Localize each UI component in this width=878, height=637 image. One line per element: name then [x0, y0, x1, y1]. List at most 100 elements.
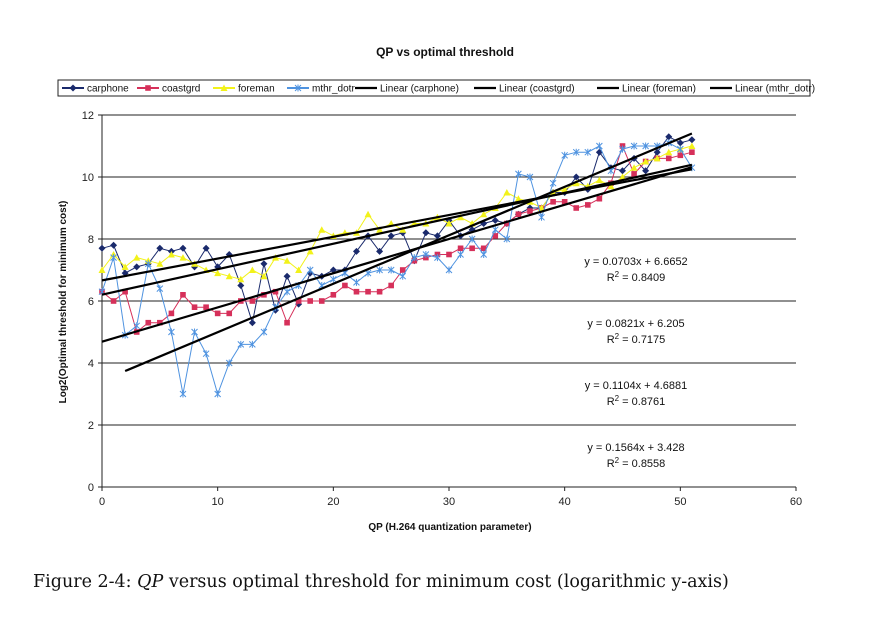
data-point-mthr_dotr-38	[538, 213, 545, 221]
series-line-mthr_dotr	[101, 142, 693, 396]
data-point-coastgrd-46	[631, 171, 637, 177]
equation-carphone: y = 0.0703x + 6.6652	[584, 256, 687, 268]
data-point-coastgrd-18	[307, 298, 313, 304]
data-point-coastgrd-39	[550, 199, 556, 205]
data-point-mthr_dotr-32	[468, 235, 476, 243]
data-point-mthr_dotr-30	[445, 266, 453, 274]
data-point-carphone-45	[619, 167, 626, 175]
caption-qp: QP	[137, 572, 164, 592]
data-point-coastgrd-10	[214, 310, 221, 317]
data-point-mthr_dotr-8	[191, 328, 198, 336]
x-tick-label-40: 40	[559, 496, 571, 508]
data-point-carphone-47	[642, 167, 650, 175]
data-point-mthr_dotr-1	[110, 254, 117, 262]
data-point-coastgrd-17	[295, 298, 302, 304]
legend-label: coastgrd	[162, 84, 200, 95]
data-point-coastgrd-23	[365, 288, 371, 295]
y-tick-label-12: 12	[82, 110, 94, 122]
equation-coastgrd: y = 0.0821x + 6.205	[587, 318, 684, 330]
data-point-mthr_dotr-40	[561, 151, 569, 159]
data-point-carphone-0	[98, 244, 106, 252]
x-tick-label-10: 10	[212, 496, 224, 508]
data-point-coastgrd-13	[249, 298, 256, 304]
data-point-mthr_dotr-9	[202, 350, 210, 358]
data-point-foreman-31	[457, 213, 465, 221]
data-point-coastgrd-37	[527, 208, 533, 214]
data-point-foreman-6	[167, 251, 175, 258]
data-point-coastgrd-36	[515, 211, 522, 217]
data-point-coastgrd-7	[180, 292, 186, 298]
data-point-carphone-50	[676, 139, 684, 147]
legend-box	[57, 79, 811, 97]
chart-figure: QP vs optimal threshold carphone coastgrd…	[57, 45, 815, 533]
data-point-mthr_dotr-25	[387, 266, 395, 274]
data-point-mthr_dotr-4	[144, 260, 152, 268]
x-tick-label-60: 60	[790, 496, 802, 508]
y-tick-label-10: 10	[82, 172, 94, 184]
data-point-coastgrd-20	[330, 292, 337, 298]
data-point-mthr_dotr-24	[376, 266, 383, 274]
trendline-carphone	[101, 168, 693, 282]
data-point-mthr_dotr-27	[410, 254, 418, 262]
data-point-mthr_dotr-39	[549, 179, 557, 187]
series-mthr_dotr	[98, 139, 696, 398]
data-point-mthr_dotr-26	[399, 272, 407, 280]
legend-label: Linear (mthr_dotr)	[735, 84, 815, 95]
data-point-mthr_dotr-41	[572, 148, 580, 156]
chart-title: QP vs optimal threshold	[376, 45, 514, 59]
series-line-coastgrd	[101, 144, 693, 333]
data-point-carphone-48	[653, 148, 661, 156]
chart-trendlines	[101, 132, 693, 373]
data-point-foreman-30	[445, 220, 453, 227]
data-point-carphone-3	[133, 263, 141, 271]
y-tick-label-4: 4	[88, 358, 94, 370]
legend-swatch-marker	[220, 84, 228, 91]
data-point-mthr_dotr-20	[329, 275, 337, 283]
data-point-carphone-16	[283, 272, 291, 280]
x-tick-label-30: 30	[443, 496, 455, 508]
data-point-mthr_dotr-28	[422, 251, 430, 258]
data-point-coastgrd-34	[492, 233, 499, 239]
caption-rest: versus optimal threshold for minimum cos…	[163, 572, 729, 592]
legend-item-foreman: foreman	[213, 84, 275, 95]
y-tick-label-6: 6	[88, 296, 94, 308]
data-point-coastgrd-2	[122, 288, 128, 295]
legend-swatch-marker	[69, 84, 77, 92]
data-point-mthr_dotr-11	[225, 359, 233, 367]
data-point-mthr_dotr-14	[260, 328, 268, 336]
data-point-mthr_dotr-33	[480, 251, 488, 258]
y-axis-label: Log2(Optimal threshold for minimum cost)	[58, 201, 69, 404]
data-point-foreman-48	[653, 154, 661, 162]
data-point-foreman-14	[260, 272, 268, 280]
data-point-carphone-41	[572, 173, 580, 181]
r-squared-mthr_dotr: R2 = 0.8558	[607, 456, 666, 470]
data-point-coastgrd-50	[677, 152, 684, 159]
data-point-foreman-3	[133, 254, 141, 261]
data-point-foreman-12	[237, 275, 245, 283]
data-point-carphone-49	[665, 133, 673, 141]
data-point-coastgrd-32	[469, 245, 475, 252]
data-point-coastgrd-22	[353, 288, 360, 295]
data-point-foreman-7	[179, 254, 187, 261]
legend-item-carphone: carphone	[62, 84, 129, 95]
legend-item-linear-carphone-: Linear (carphone)	[355, 84, 459, 95]
chart-equations: y = 0.0703x + 6.6652 R2 = 0.8409 y = 0.082…	[584, 256, 687, 470]
y-tick-label-0: 0	[88, 482, 94, 494]
data-point-mthr_dotr-35	[503, 235, 511, 243]
data-point-foreman-36	[514, 195, 522, 202]
data-point-coastgrd-5	[157, 319, 163, 326]
data-point-coastgrd-1	[110, 298, 117, 304]
data-point-coastgrd-41	[573, 205, 580, 211]
r-squared-foreman: R2 = 0.8761	[607, 394, 666, 408]
data-point-coastgrd-26	[399, 267, 406, 273]
data-point-foreman-23	[364, 210, 372, 218]
data-point-coastgrd-35	[504, 220, 510, 227]
y-tick-label-8: 8	[88, 234, 94, 246]
chart-legend: carphone coastgrd foreman mthr_dotr Linear (…	[57, 79, 815, 97]
data-point-mthr_dotr-7	[179, 390, 187, 398]
data-point-coastgrd-51	[689, 149, 695, 155]
data-point-mthr_dotr-6	[168, 328, 175, 336]
data-point-foreman-24	[376, 226, 384, 233]
data-point-foreman-38	[538, 204, 546, 211]
y-tick-label-2: 2	[88, 420, 94, 432]
